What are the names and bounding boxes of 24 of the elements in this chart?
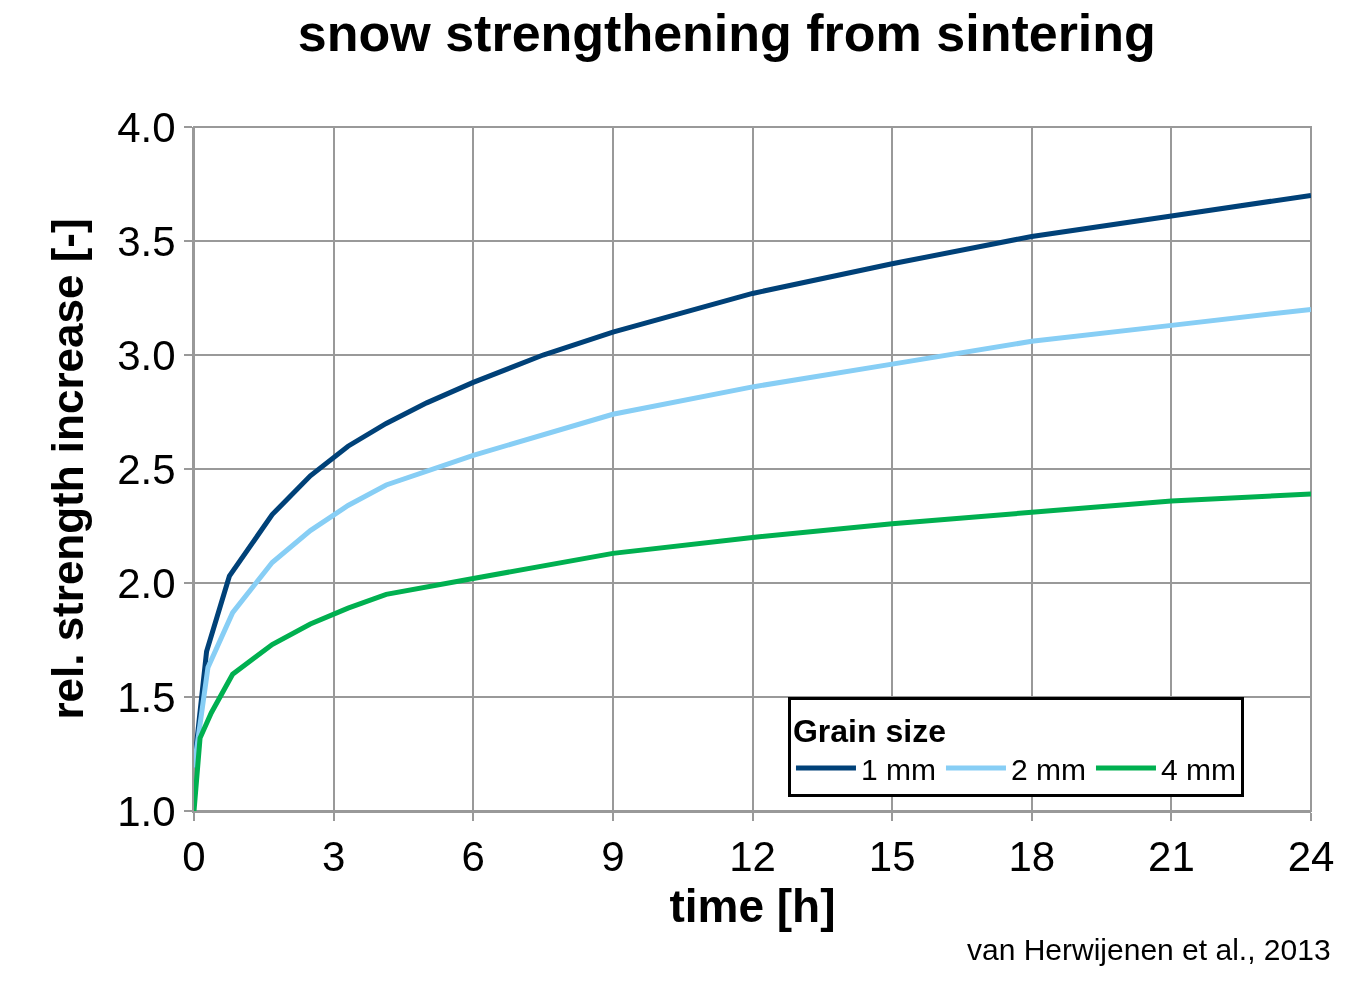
legend-label: 1 mm <box>860 752 936 786</box>
x-tick-label: 21 <box>1148 833 1195 881</box>
x-tick-label: 24 <box>1287 833 1335 881</box>
legend-title: Grain size <box>792 712 946 749</box>
y-tick-label: 3.5 <box>117 217 176 265</box>
x-tick-label: 9 <box>601 833 625 881</box>
x-tick-label: 3 <box>321 833 346 881</box>
y-tick-label: 3.0 <box>117 331 176 379</box>
chart-title: snow strengthening from sintering <box>297 4 1156 63</box>
y-tick-label: 2.5 <box>117 445 176 493</box>
text: van Herwijenen et al., 2013 <box>967 933 1331 966</box>
y-tick-label: 4.0 <box>117 103 176 151</box>
x-axis-title: time [h] <box>669 880 836 933</box>
x-tick-label: 18 <box>1008 833 1056 881</box>
y-axis-title: rel. strength increase [-] <box>42 218 92 720</box>
x-tick-label: 0 <box>182 833 206 881</box>
x-tick-label: 12 <box>729 833 776 881</box>
x-tick-label: 6 <box>461 833 485 881</box>
y-tick-label: 1.0 <box>117 787 176 835</box>
legend-label: 2 mm <box>1010 752 1086 786</box>
y-tick-label: 2.0 <box>117 559 176 607</box>
legend-label: 4 mm <box>1160 752 1236 786</box>
x-tick-label: 15 <box>868 833 916 881</box>
y-tick-label: 1.5 <box>117 673 176 721</box>
